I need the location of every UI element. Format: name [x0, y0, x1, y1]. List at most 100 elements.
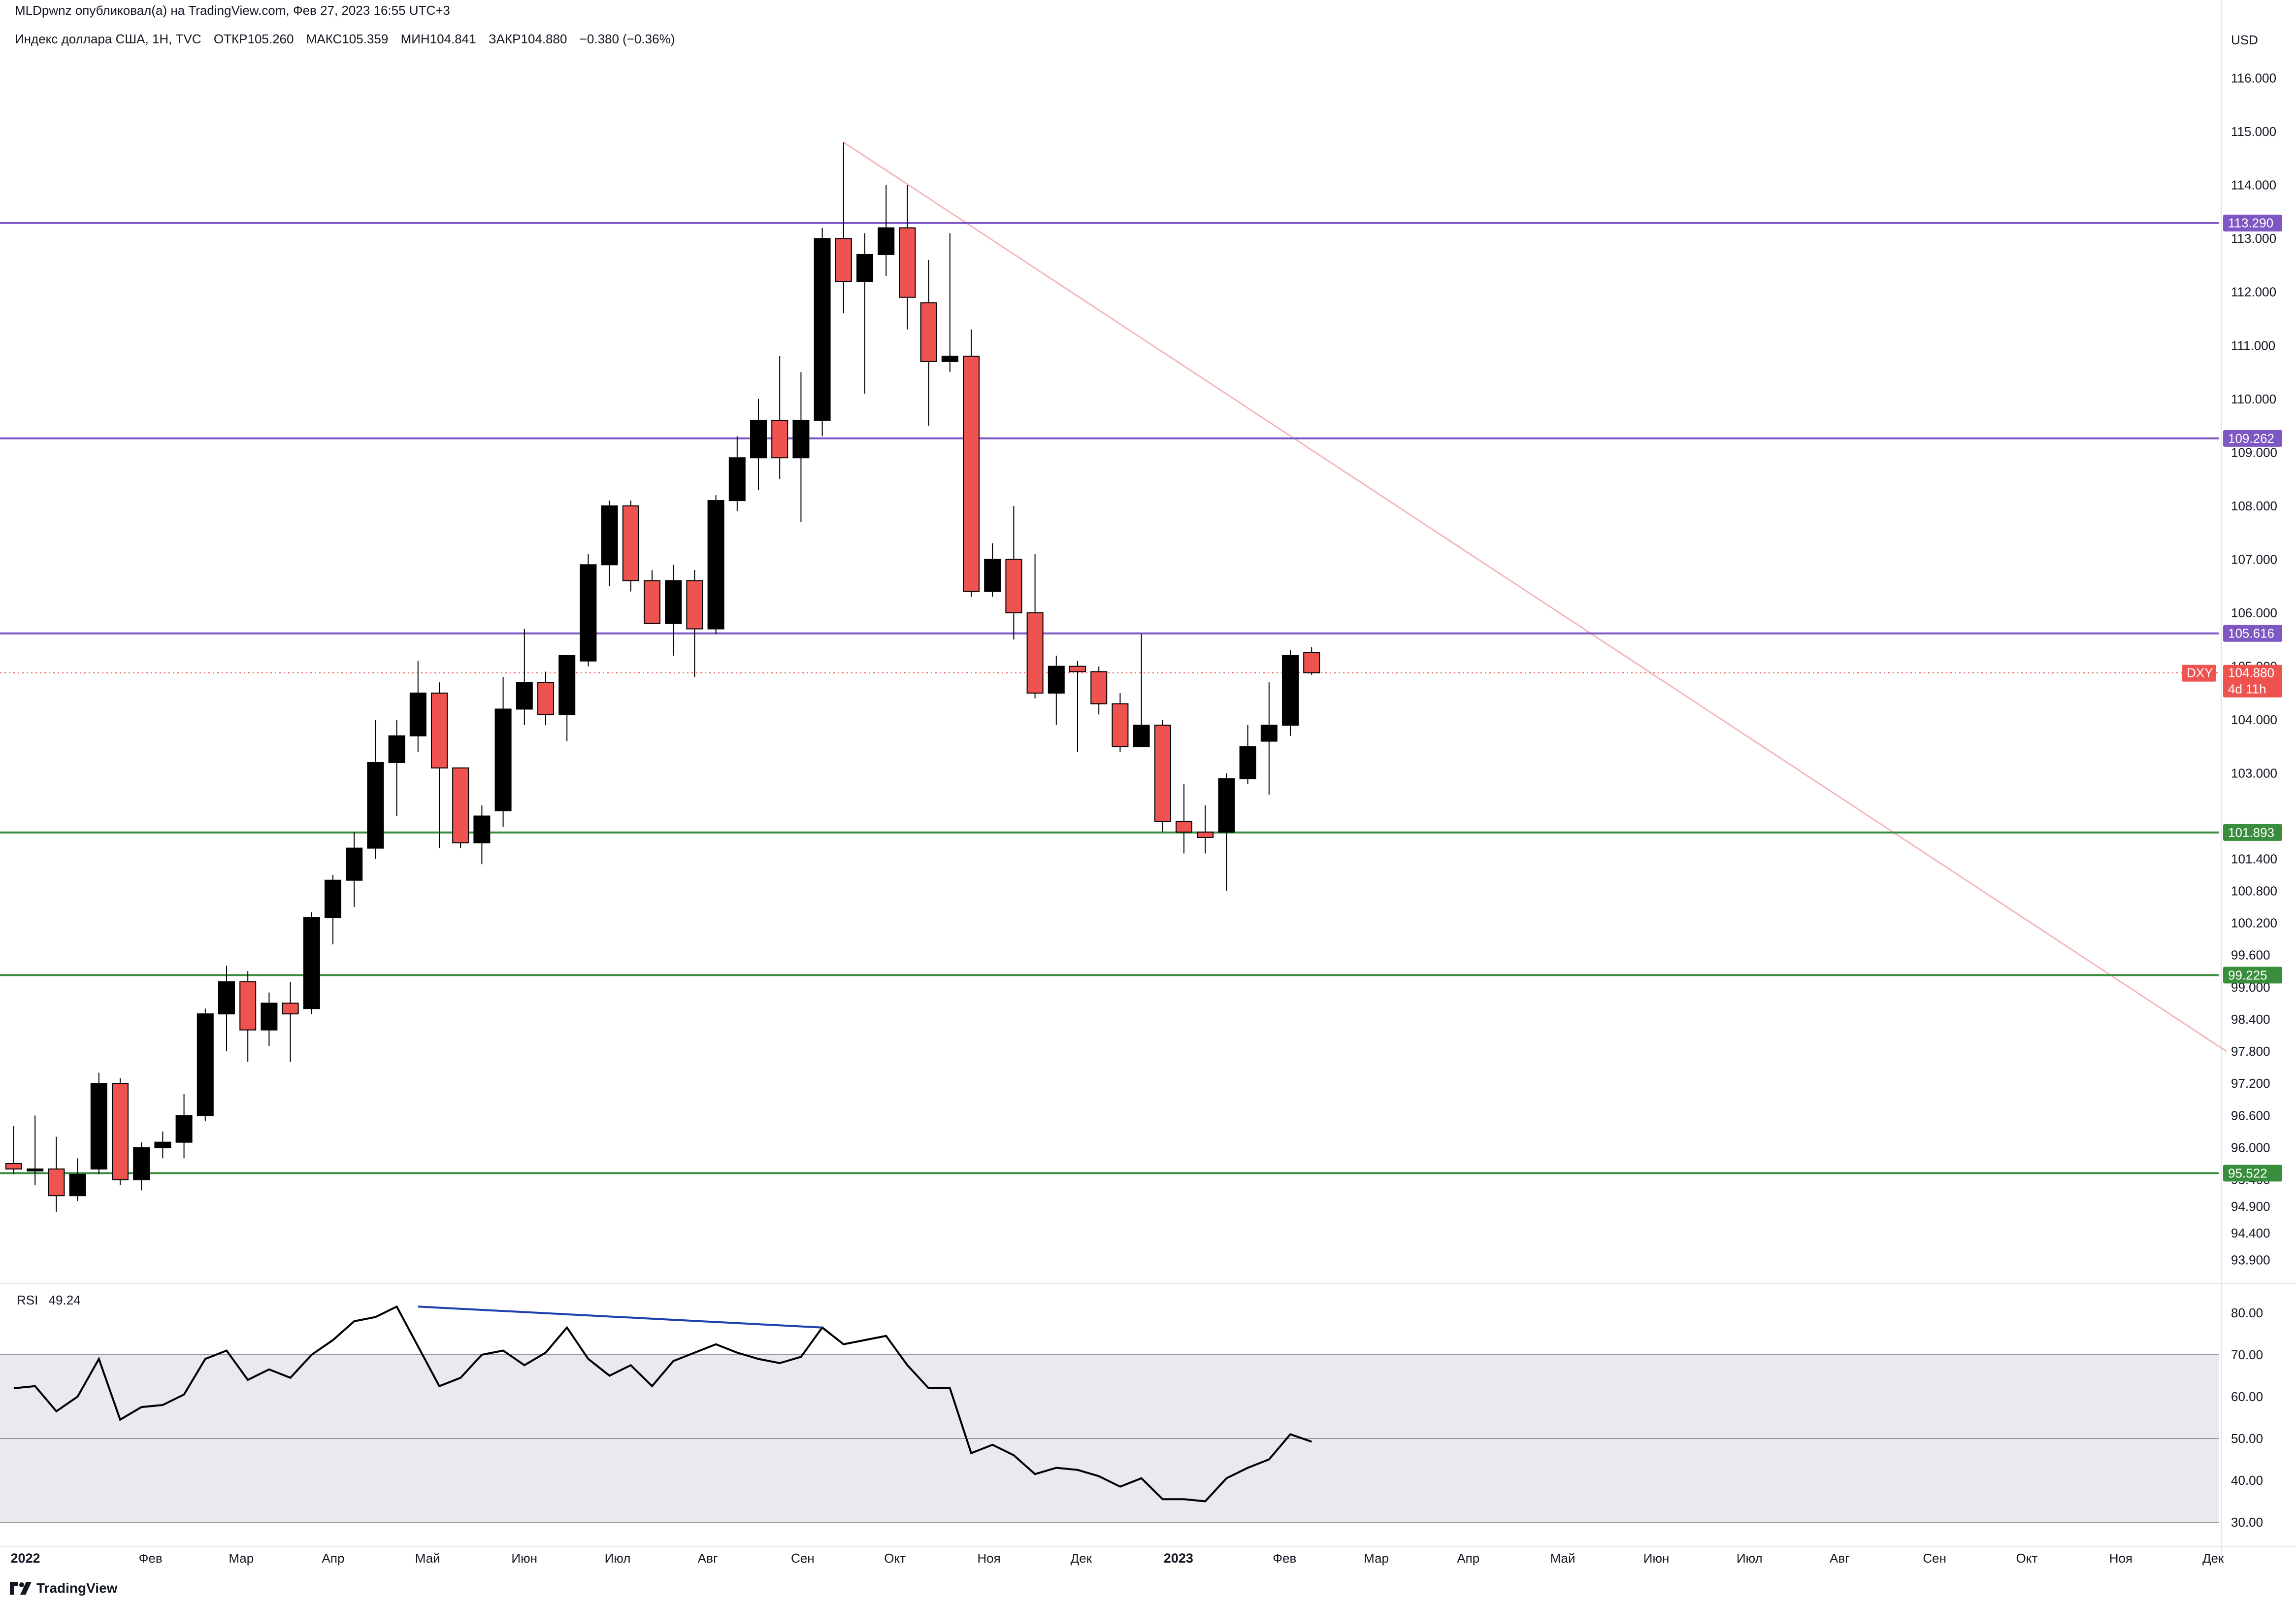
- price-axis-tick: 116.000: [2231, 71, 2276, 86]
- rsi-axis-tick: 40.00: [2231, 1473, 2263, 1488]
- candle-body[interactable]: [1048, 666, 1065, 694]
- candle-body[interactable]: [792, 420, 810, 459]
- candle-body[interactable]: [686, 580, 703, 630]
- candle-body[interactable]: [154, 1141, 171, 1148]
- candle-body[interactable]: [537, 682, 554, 715]
- ohlc-high: МАКС105.359: [306, 32, 389, 46]
- candle-body[interactable]: [5, 1163, 22, 1170]
- candle-body[interactable]: [261, 1003, 278, 1031]
- candle-body[interactable]: [494, 708, 512, 811]
- price-axis-currency: USD: [2231, 33, 2258, 47]
- candle-body[interactable]: [90, 1083, 107, 1170]
- rsi-axis-tick: 50.00: [2231, 1431, 2263, 1446]
- candle-body[interactable]: [1154, 724, 1171, 822]
- price-axis-tick: 108.000: [2231, 499, 2277, 513]
- price-axis-tick: 109.000: [2231, 445, 2277, 460]
- price-axis-tick: 115.000: [2231, 124, 2276, 139]
- candle-body[interactable]: [1112, 703, 1129, 747]
- candle-body[interactable]: [1218, 778, 1235, 833]
- candle-body[interactable]: [303, 917, 320, 1009]
- candle-body[interactable]: [835, 238, 852, 282]
- rsi-divergence-line[interactable]: [418, 1305, 822, 1329]
- candle-body[interactable]: [1005, 559, 1022, 614]
- candle-body[interactable]: [516, 682, 533, 710]
- candle-body[interactable]: [133, 1147, 150, 1180]
- ticker-badge: [2182, 665, 2216, 682]
- time-axis-tick: Мар: [229, 1551, 254, 1566]
- candle-body[interactable]: [728, 457, 746, 502]
- tradingview-logo[interactable]: TradingView: [10, 1580, 117, 1596]
- candle-body[interactable]: [1282, 655, 1299, 726]
- candle-body[interactable]: [175, 1115, 193, 1143]
- level-price-badge: [2223, 824, 2282, 841]
- time-axis-tick: Ноя: [977, 1551, 1000, 1566]
- candle-body[interactable]: [197, 1013, 214, 1116]
- candle-body[interactable]: [771, 420, 788, 459]
- price-axis-tick: 103.000: [2231, 766, 2277, 781]
- candle-body[interactable]: [622, 505, 639, 581]
- candle-body[interactable]: [899, 227, 916, 298]
- ohlc-open: ОТКР105.260: [213, 32, 294, 46]
- candle-body[interactable]: [69, 1173, 86, 1197]
- candle-body[interactable]: [1260, 724, 1278, 742]
- time-axis-tick: Июл: [1737, 1551, 1763, 1566]
- time-axis-tick: Окт: [884, 1551, 906, 1566]
- price-axis-tick: 114.000: [2231, 178, 2276, 193]
- price-axis-tick: 96.600: [2231, 1108, 2270, 1123]
- candle-body[interactable]: [218, 981, 235, 1015]
- candle-body[interactable]: [1026, 612, 1044, 694]
- candle-body[interactable]: [473, 815, 491, 843]
- candle-body[interactable]: [409, 692, 426, 736]
- level-price-label: 101.893: [2228, 825, 2274, 840]
- candle-body[interactable]: [48, 1168, 65, 1197]
- price-axis-tick: 94.400: [2231, 1226, 2270, 1240]
- candle-body[interactable]: [750, 420, 767, 459]
- candle-body[interactable]: [878, 227, 895, 255]
- symbol-title[interactable]: Индекс доллара США, 1Н, TVC: [15, 32, 201, 46]
- candle-body[interactable]: [941, 355, 958, 362]
- candle-body[interactable]: [814, 238, 831, 421]
- time-axis-tick: Дек: [1071, 1551, 1092, 1566]
- price-axis-tick: 97.200: [2231, 1076, 2270, 1091]
- candle-body[interactable]: [27, 1168, 44, 1171]
- candle-body[interactable]: [707, 500, 724, 630]
- candle-body[interactable]: [1239, 746, 1256, 779]
- candle-body[interactable]: [644, 580, 660, 624]
- candle-body[interactable]: [325, 879, 341, 918]
- rsi-line[interactable]: [13, 1305, 1312, 1503]
- candle-body[interactable]: [558, 655, 576, 715]
- publish-caption: MLDpwnz опубликовал(а) на TradingView.co…: [15, 3, 450, 18]
- candle-body[interactable]: [1176, 821, 1192, 833]
- candle-body[interactable]: [601, 505, 618, 566]
- candle-body[interactable]: [367, 762, 384, 849]
- time-axis-tick: Ноя: [2109, 1551, 2132, 1566]
- candle-body[interactable]: [856, 254, 873, 282]
- candle-body[interactable]: [112, 1083, 129, 1180]
- candle-body[interactable]: [388, 735, 405, 763]
- rsi-title[interactable]: RSI: [17, 1293, 38, 1307]
- candle-body[interactable]: [239, 981, 257, 1031]
- candle-body[interactable]: [1303, 652, 1320, 673]
- candle-body[interactable]: [1069, 666, 1086, 672]
- candle-body[interactable]: [452, 767, 469, 843]
- time-axis-tick: Фев: [1273, 1551, 1296, 1566]
- candle-body[interactable]: [1197, 832, 1214, 838]
- trendline[interactable]: [843, 141, 2227, 1052]
- candle-body[interactable]: [580, 564, 597, 662]
- candle-body[interactable]: [1090, 671, 1108, 704]
- candle-body[interactable]: [963, 355, 980, 592]
- ohlc-low: МИН104.841: [400, 32, 476, 46]
- ohlc-close: ЗАКР104.880: [488, 32, 567, 46]
- time-axis-tick: Авг: [698, 1551, 718, 1566]
- price-axis-tick: 107.000: [2231, 552, 2277, 567]
- candle-body[interactable]: [920, 302, 937, 362]
- candle-body[interactable]: [1133, 724, 1150, 747]
- candle-body[interactable]: [431, 692, 448, 769]
- candle-body[interactable]: [984, 559, 1001, 592]
- candle-body[interactable]: [346, 847, 363, 881]
- candle-body[interactable]: [665, 580, 682, 624]
- time-axis-tick: Апр: [1457, 1551, 1479, 1566]
- price-axis-tick: 94.900: [2231, 1199, 2270, 1214]
- candle-body[interactable]: [282, 1003, 299, 1015]
